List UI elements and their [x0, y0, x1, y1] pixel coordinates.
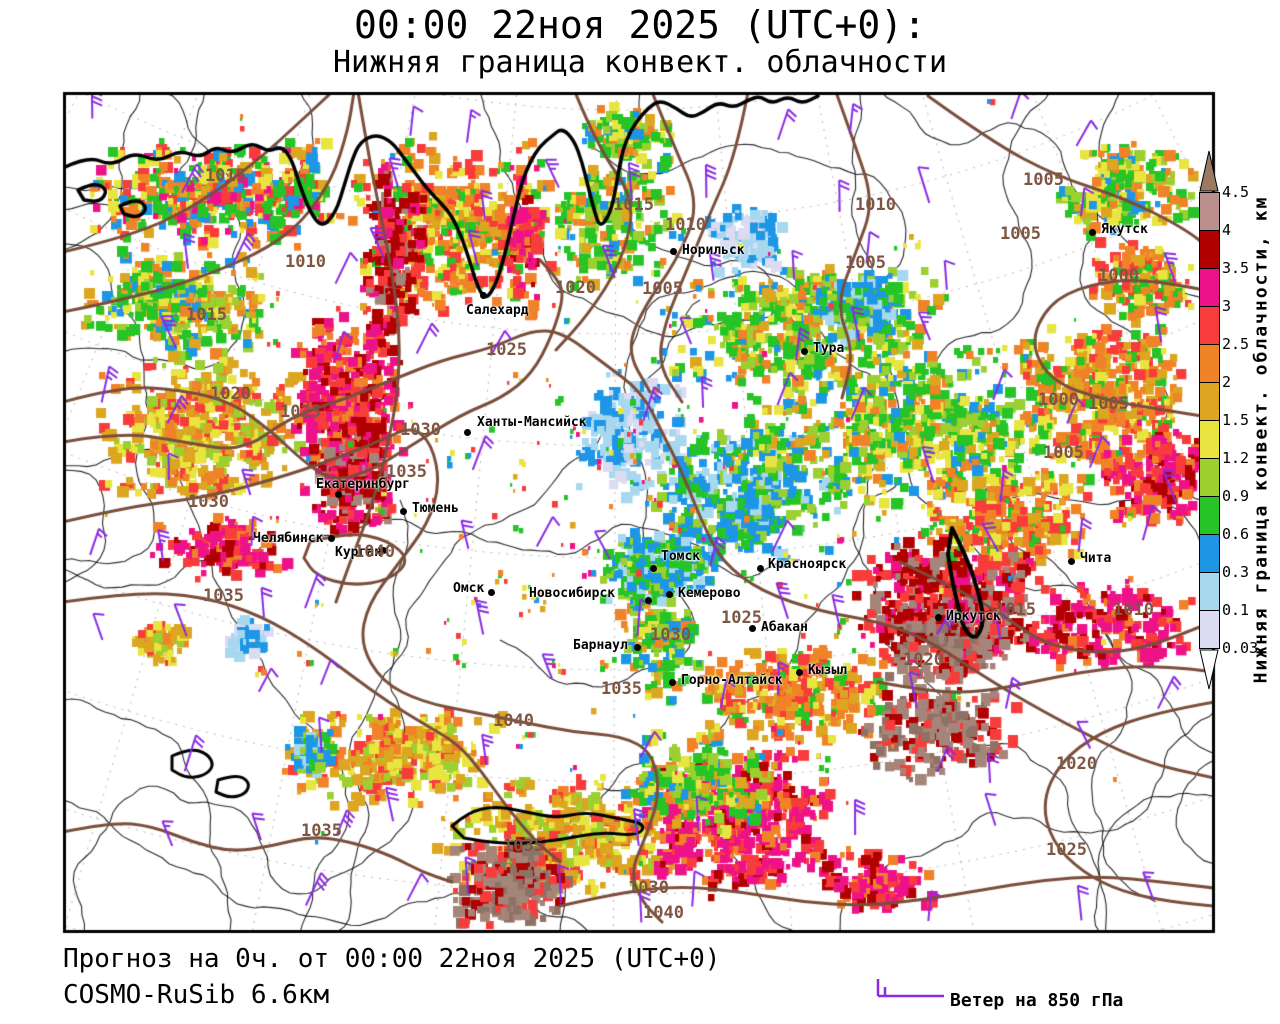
colorbar-down-arrow-icon — [1199, 649, 1219, 690]
colorbar-tick-2.5: 2.5 — [1222, 335, 1250, 353]
colorbar-band-0.1 — [1200, 611, 1219, 648]
colorbar-tick-4: 4 — [1222, 221, 1232, 239]
model-caption: COSMO-RuSib 6.6км — [63, 980, 330, 1010]
colorbar-band-2.5 — [1200, 345, 1219, 383]
colorbar-axis-label: Нижняя граница конвект. облачности, км — [1250, 195, 1272, 684]
colorbar-tick-0.03: 0.03 — [1222, 639, 1259, 657]
colorbar-tick-3: 3 — [1222, 297, 1232, 315]
colorbar-tick-0.9: 0.9 — [1222, 487, 1250, 505]
wind-legend-label: Ветер на 850 гПа — [950, 990, 1124, 1011]
colorbar-band-0.9 — [1200, 497, 1219, 535]
colorbar-tick-1.2: 1.2 — [1222, 449, 1250, 467]
colorbar-band-1.2 — [1200, 459, 1219, 497]
colorbar-tick-3.5: 3.5 — [1222, 259, 1250, 277]
colorbar-band-1.5 — [1200, 421, 1219, 459]
colorbar-tick-2: 2 — [1222, 373, 1232, 391]
colorbar-up-arrow-icon — [1199, 150, 1219, 192]
colorbar-tick-1.5: 1.5 — [1222, 411, 1250, 429]
colorbar-band-0.6 — [1200, 535, 1219, 573]
colorbar-band-4 — [1200, 231, 1219, 269]
colorbar-tick-0.6: 0.6 — [1222, 525, 1250, 543]
colorbar-tick-0.1: 0.1 — [1222, 601, 1250, 619]
colorbar-bands — [1199, 192, 1220, 649]
wind-barb-icon — [876, 979, 944, 998]
colorbar-band-0.3 — [1200, 573, 1219, 611]
forecast-caption: Прогноз на 0ч. от 00:00 22ноя 2025 (UTC+… — [63, 944, 721, 974]
colorbar-band-2 — [1200, 383, 1219, 421]
colorbar-band-3.5 — [1200, 269, 1219, 307]
colorbar-tick-0.3: 0.3 — [1222, 563, 1250, 581]
colorbar-band-3 — [1200, 307, 1219, 345]
colorbar-band-4.5 — [1200, 193, 1219, 231]
colorbar-tick-4.5: 4.5 — [1222, 183, 1250, 201]
